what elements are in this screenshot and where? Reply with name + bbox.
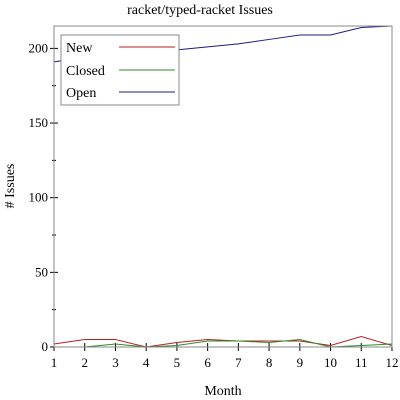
chart-title: racket/typed-racket Issues: [127, 3, 273, 18]
legend: New Closed Open: [60, 34, 180, 106]
x-tick-label: 1: [51, 355, 58, 370]
legend-label-open: Open: [66, 86, 96, 101]
series-line-closed: [54, 339, 393, 348]
x-tick-label: 9: [297, 355, 304, 370]
y-ticks: 0 50 100 150 200: [29, 40, 58, 354]
x-tick-label: 5: [174, 355, 181, 370]
x-tick-label: 3: [112, 355, 119, 370]
x-tick-label: 12: [386, 355, 399, 370]
x-tick-label: 7: [235, 355, 242, 370]
x-axis-title: Month: [204, 384, 241, 399]
y-tick-label: 150: [29, 115, 49, 130]
y-tick-label: 0: [42, 339, 49, 354]
y-tick-label: 50: [35, 264, 48, 279]
x-tick-label: 11: [355, 355, 368, 370]
x-tick-label: 2: [81, 355, 88, 370]
y-axis-title: # Issues: [3, 164, 18, 209]
plot-frame: [53, 25, 393, 348]
legend-label-closed: Closed: [66, 64, 105, 79]
y-tick-label: 200: [29, 40, 49, 55]
y-tick-label: 100: [29, 190, 49, 205]
legend-label-new: New: [66, 41, 93, 56]
x-tick-label: 10: [324, 355, 337, 370]
series-line-new: [53, 336, 393, 348]
x-tick-label: 8: [266, 355, 273, 370]
x-tick-label: 6: [204, 355, 211, 370]
x-tick-label: 4: [143, 355, 150, 370]
